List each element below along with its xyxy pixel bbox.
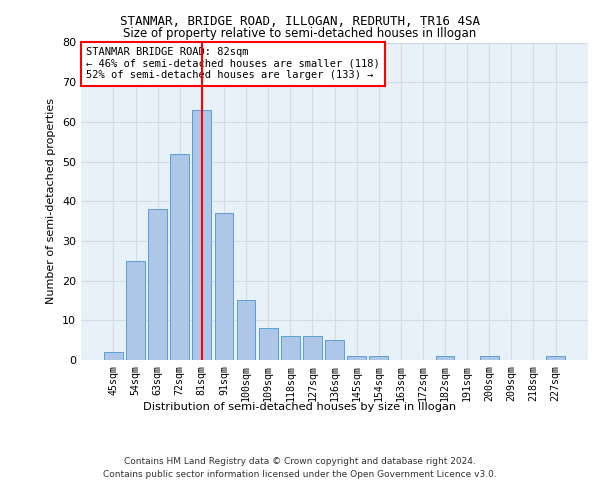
Bar <box>436 356 454 360</box>
Bar <box>303 336 322 360</box>
Bar <box>347 356 366 360</box>
Text: Size of property relative to semi-detached houses in Illogan: Size of property relative to semi-detach… <box>124 28 476 40</box>
Bar <box>325 340 344 360</box>
Text: STANMAR, BRIDGE ROAD, ILLOGAN, REDRUTH, TR16 4SA: STANMAR, BRIDGE ROAD, ILLOGAN, REDRUTH, … <box>120 15 480 28</box>
Bar <box>104 352 123 360</box>
Bar <box>126 261 145 360</box>
Bar <box>281 336 299 360</box>
Bar <box>546 356 565 360</box>
Y-axis label: Number of semi-detached properties: Number of semi-detached properties <box>46 98 56 304</box>
Bar <box>480 356 499 360</box>
Bar <box>170 154 189 360</box>
Bar <box>236 300 256 360</box>
Text: Contains HM Land Registry data © Crown copyright and database right 2024.
Contai: Contains HM Land Registry data © Crown c… <box>103 458 497 479</box>
Bar <box>148 209 167 360</box>
Bar <box>370 356 388 360</box>
Text: Distribution of semi-detached houses by size in Illogan: Distribution of semi-detached houses by … <box>143 402 457 412</box>
Bar <box>259 328 278 360</box>
Bar <box>193 110 211 360</box>
Text: STANMAR BRIDGE ROAD: 82sqm
← 46% of semi-detached houses are smaller (118)
52% o: STANMAR BRIDGE ROAD: 82sqm ← 46% of semi… <box>86 48 380 80</box>
Bar <box>215 213 233 360</box>
